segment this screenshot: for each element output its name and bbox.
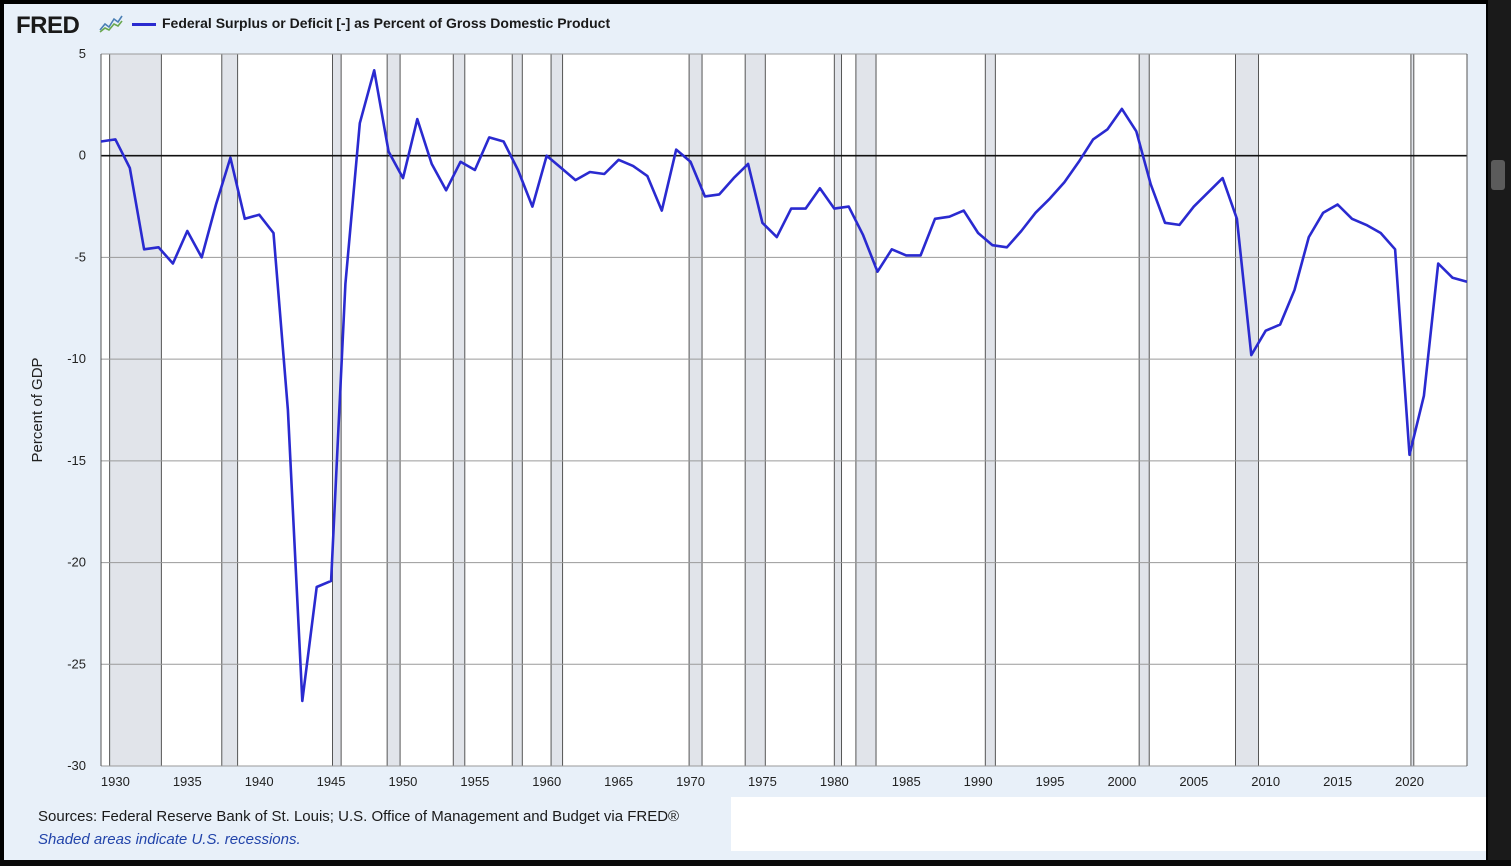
series-line — [100, 69, 1468, 703]
recession-band — [453, 54, 465, 766]
x-tick-label: 1965 — [604, 774, 633, 789]
y-tick-label: 0 — [79, 148, 86, 163]
y-tick-label: -20 — [67, 555, 86, 570]
x-tick-label: 1930 — [101, 774, 130, 789]
y-tick-label: -5 — [74, 249, 86, 264]
y-tick-label: -25 — [67, 656, 86, 671]
plot-area — [101, 54, 1467, 766]
recession-band — [689, 54, 703, 766]
recession-band — [1235, 54, 1259, 766]
recession-band — [985, 54, 996, 766]
x-tick-label: 1975 — [748, 774, 777, 789]
recession-band — [332, 54, 342, 766]
sources-text: Sources: Federal Reserve Bank of St. Lou… — [38, 808, 680, 825]
x-tick-label: 2015 — [1323, 774, 1352, 789]
recession-band — [834, 54, 842, 766]
recession-band — [551, 54, 563, 766]
x-tick-label: 1950 — [388, 774, 417, 789]
scrollbar[interactable] — [1488, 0, 1511, 866]
legend-swatch — [132, 23, 156, 26]
line-chart: 5 0 -5 -10 -15 -20 -25 -30 1930 1935 1940 1945 1950 1… — [29, 46, 1468, 789]
x-tick-label: 2010 — [1251, 774, 1280, 789]
x-tick-label: 1980 — [820, 774, 849, 789]
x-tick-label: 2000 — [1107, 774, 1136, 789]
recession-band — [745, 54, 766, 766]
fred-logo[interactable]: FRED — [16, 12, 80, 39]
recession-band — [387, 54, 401, 766]
fred-graph-icon — [99, 15, 123, 33]
recession-band — [1139, 54, 1150, 766]
recession-note: Shaded areas indicate U.S. recessions. — [38, 831, 301, 848]
footer-blank-panel — [731, 797, 1486, 851]
x-tick-label: 1960 — [532, 774, 561, 789]
y-tick-label: 5 — [79, 46, 86, 61]
y-tick-label: -30 — [67, 758, 86, 773]
y-axis-label: Percent of GDP — [29, 357, 46, 462]
x-tick-label: 1970 — [676, 774, 705, 789]
x-tick-label: 1995 — [1036, 774, 1065, 789]
y-tick-label: -15 — [67, 453, 86, 468]
y-tick-label: -10 — [67, 351, 86, 366]
x-tick-label: 1935 — [173, 774, 202, 789]
x-tick-label: 1945 — [317, 774, 346, 789]
x-tick-label: 2020 — [1395, 774, 1424, 789]
x-tick-label: 1985 — [892, 774, 921, 789]
bottom-strip — [0, 860, 1511, 866]
x-tick-label: 1940 — [245, 774, 274, 789]
recession-band — [221, 54, 238, 766]
x-tick-label: 1990 — [964, 774, 993, 789]
recession-band — [1410, 54, 1414, 766]
recession-band — [512, 54, 523, 766]
scrollbar-thumb[interactable] — [1491, 160, 1505, 190]
recession-band — [109, 54, 162, 766]
x-tick-label: 1955 — [460, 774, 489, 789]
x-tick-label: 2005 — [1179, 774, 1208, 789]
legend-label: Federal Surplus or Deficit [-] as Percen… — [162, 15, 611, 31]
recession-band — [855, 54, 877, 766]
